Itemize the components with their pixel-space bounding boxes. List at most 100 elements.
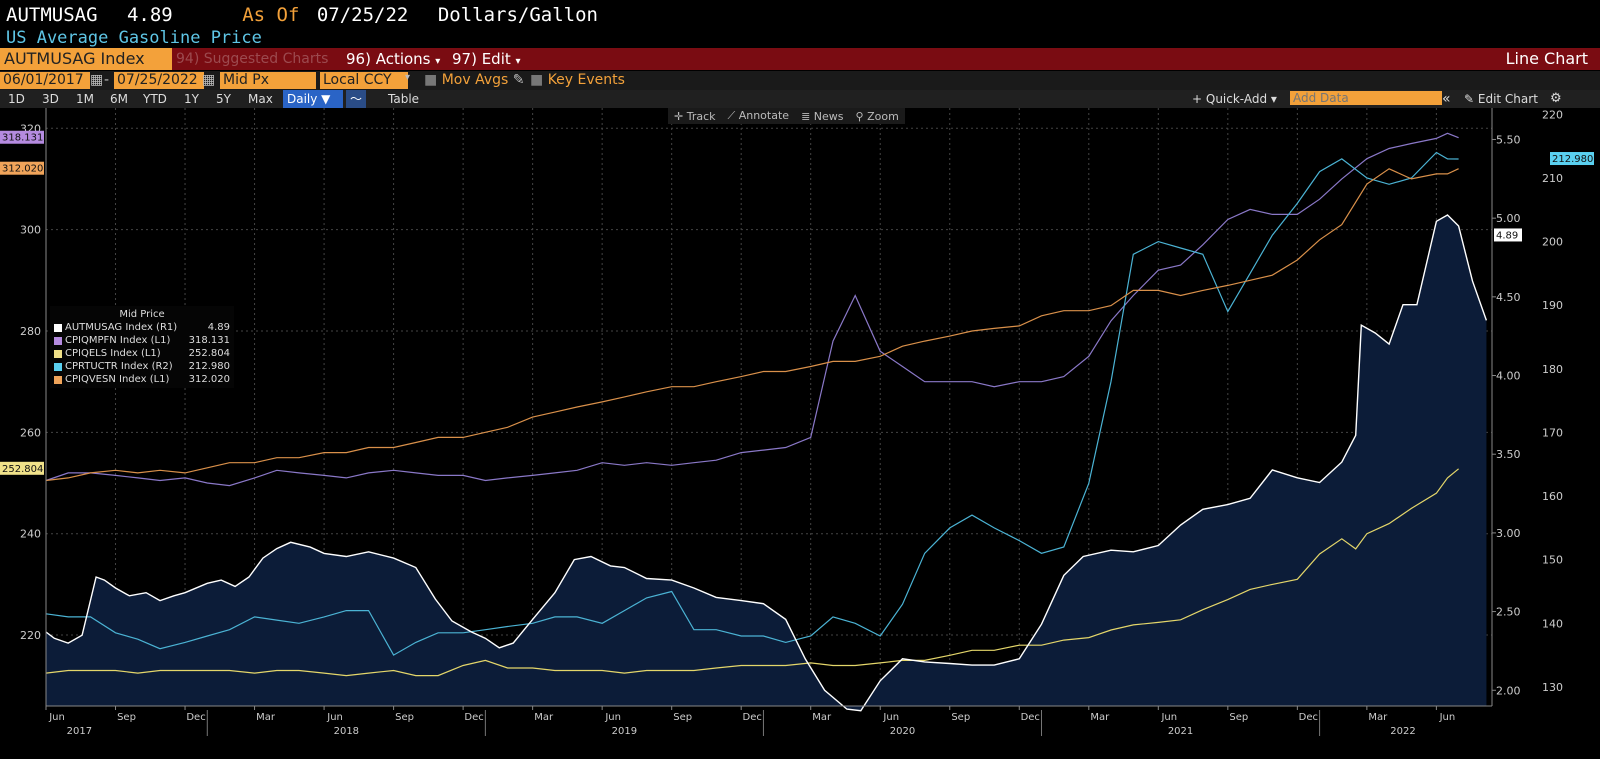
right2-tick-label: 220	[1542, 108, 1563, 121]
right2-tick-label: 210	[1542, 172, 1563, 185]
year-label: 2018	[334, 726, 359, 737]
pencil-icon: ✎	[512, 72, 525, 88]
badge-autmusag-bg	[1494, 228, 1522, 242]
legend-swatch	[54, 362, 62, 371]
line-chart[interactable]: 2202402602803003202.002.503.003.504.004.…	[0, 108, 1600, 755]
end-date-input[interactable]: 07/25/2022	[114, 72, 204, 89]
year-label: 2022	[1390, 726, 1415, 737]
legend-label: CPIQELS Index (L1)	[65, 348, 161, 359]
news-label: News	[813, 109, 844, 123]
zoom-label: Zoom	[867, 109, 899, 123]
frequency-select[interactable]: Daily ▼	[283, 90, 343, 108]
start-date-input[interactable]: 06/01/2017	[0, 72, 90, 89]
chevron-down-icon: ▾	[515, 56, 521, 67]
year-label: 2020	[890, 726, 915, 737]
chart-type-label[interactable]: Line Chart	[1505, 49, 1588, 68]
chevron-down-icon[interactable]: ▾	[405, 72, 411, 83]
period-1y[interactable]: 1Y	[184, 92, 199, 106]
chart-legend[interactable]: Mid Price AUTMUSAG Index (R1) 4.89 CPIQMP…	[50, 306, 234, 388]
as-of-date: 07/25/22	[316, 4, 409, 26]
x-tick-label: Sep	[951, 712, 970, 723]
track-label: Track	[686, 109, 716, 123]
legend-row-cpiqels[interactable]: CPIQELS Index (L1) 252.804	[54, 347, 230, 360]
badge-cpiqmpfn-bg	[0, 130, 44, 144]
gear-icon[interactable]: ⚙	[1550, 91, 1562, 106]
line-chart-icon[interactable]: 〜	[346, 90, 366, 108]
news-tool[interactable]: ≣ News	[801, 110, 843, 123]
period-6m[interactable]: 6M	[110, 92, 128, 106]
left-tick-label: 300	[20, 224, 41, 237]
x-tick-label: Mar	[1368, 712, 1388, 723]
x-tick-label: Dec	[1299, 712, 1318, 723]
zoom-tool[interactable]: ⚲ Zoom	[856, 110, 899, 123]
table-button[interactable]: Table	[388, 92, 420, 106]
security-field[interactable]: AUTMUSAG Index	[0, 48, 172, 70]
right1-tick-label: 4.50	[1496, 291, 1521, 304]
x-tick-label: Sep	[117, 712, 136, 723]
chart-area[interactable]: 220 240 260 280 300 320 2.00 2.50 3.00 3.50 4.00 4.…	[0, 108, 1600, 755]
period-max[interactable]: Max	[248, 92, 273, 106]
edit-menu[interactable]: 97) Edit ▾	[452, 48, 521, 70]
x-tick-label: Mar	[256, 712, 276, 723]
key-events-toggle[interactable]: ■ Key Events	[530, 72, 625, 88]
period-5y[interactable]: 5Y	[216, 92, 231, 106]
track-tool[interactable]: ✛ Track	[674, 110, 716, 123]
legend-swatch	[54, 323, 62, 332]
legend-row-cpiqvesn[interactable]: CPIQVESN Index (L1) 312.020	[54, 373, 230, 386]
period-ytd[interactable]: YTD	[143, 92, 167, 106]
annotate-tool[interactable]: ⟋ Annotate	[728, 109, 790, 123]
right1-tick-label: 3.00	[1496, 527, 1521, 540]
autmusag-line	[45, 214, 1488, 712]
legend-swatch	[54, 375, 62, 384]
period-1m[interactable]: 1M	[76, 92, 94, 106]
legend-row-autmusag[interactable]: AUTMUSAG Index (R1) 4.89	[54, 321, 230, 334]
right1-tick-label: 4.00	[1496, 370, 1521, 383]
badge-cpiqels: 252.804	[2, 464, 43, 475]
mov-avgs-label: Mov Avgs	[441, 72, 509, 88]
x-tick-label: Mar	[812, 712, 832, 723]
period-3d[interactable]: 3D	[42, 92, 59, 106]
left-tick-label: 240	[20, 528, 41, 541]
period-1d[interactable]: 1D	[8, 92, 25, 106]
annotate-icon: ⟋	[727, 109, 736, 122]
zoom-icon: ⚲	[855, 109, 864, 123]
quick-add-button[interactable]: + Quick-Add ▾	[1192, 92, 1277, 106]
legend-title: Mid Price	[119, 309, 165, 320]
x-tick-label: Dec	[1021, 712, 1040, 723]
badge-cpiqmpfn: 318.131	[2, 133, 43, 144]
currency-select[interactable]: Local CCY	[320, 72, 408, 89]
actions-menu[interactable]: 96) Actions ▾	[346, 48, 440, 70]
field-select[interactable]: Mid Px	[220, 72, 316, 89]
legend-label: CPIQMPFN Index (L1)	[65, 335, 171, 346]
edit-chart-button[interactable]: ✎ Edit Chart	[1464, 92, 1538, 106]
x-tick-label: Mar	[534, 712, 554, 723]
series-description: US Average Gasoline Price	[6, 28, 262, 48]
add-data-input[interactable]	[1290, 91, 1442, 105]
annotate-label: Annotate	[738, 109, 790, 122]
year-label: 2019	[612, 726, 637, 737]
right1-tick-label: 5.00	[1496, 212, 1521, 225]
x-tick-label: Jun	[1439, 712, 1456, 723]
year-label: 2017	[67, 726, 92, 737]
command-bar: AUTMUSAG Index 94) Suggested Charts 96) …	[0, 48, 1600, 70]
right1-tick-label: 5.50	[1496, 133, 1521, 146]
right2-tick-label: 160	[1542, 490, 1563, 503]
date-range-bar: 06/01/2017 ▦ - 07/25/2022 ▦ Mid Px Local…	[0, 71, 1600, 90]
suggested-charts-button[interactable]: 94) Suggested Charts	[176, 51, 329, 67]
checkbox-icon: ■	[530, 72, 544, 88]
legend-row-cprtuctr[interactable]: CPRTUCTR Index (R2) 212.980	[54, 360, 230, 373]
legend-value: 252.804	[188, 348, 230, 359]
badge-autmusag: 4.89	[1496, 230, 1518, 241]
right1-tick-label: 2.00	[1496, 684, 1521, 697]
calendar-icon[interactable]: ▦	[202, 72, 216, 88]
cpiqels-line	[45, 468, 1459, 677]
edit-label: 97) Edit	[452, 50, 511, 68]
x-tick-label: Dec	[743, 712, 762, 723]
mov-avgs-toggle[interactable]: ■ Mov Avgs ✎	[424, 72, 524, 88]
last-value: 4.89	[126, 4, 173, 26]
x-tick-label: Jun	[1160, 712, 1177, 723]
legend-row-cpiqmpfn[interactable]: CPIQMPFN Index (L1) 318.131	[54, 334, 230, 347]
calendar-icon[interactable]: ▦	[90, 72, 104, 88]
collapse-icon[interactable]: «	[1442, 91, 1451, 107]
legend-value: 4.89	[207, 322, 230, 333]
